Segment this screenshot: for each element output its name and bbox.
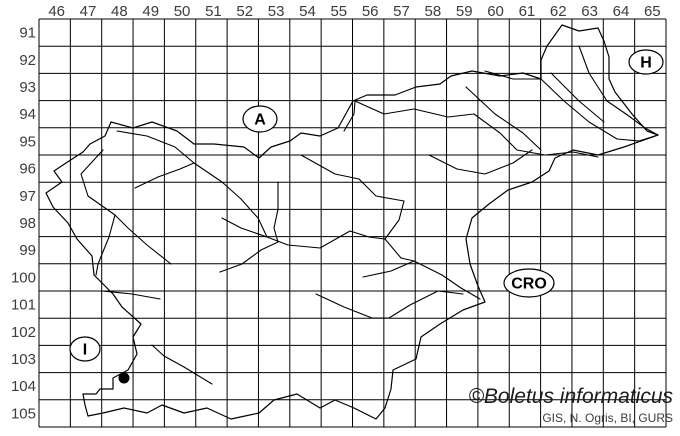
country-label-h: H [628,49,664,75]
grid-row-label: 91 [19,25,36,42]
river-network [80,45,659,385]
grid-column-label: 56 [362,3,379,20]
grid-column-label: 61 [519,3,536,20]
river-meza [343,100,356,132]
grid-row-label: 93 [19,79,36,96]
river-sora [221,217,268,238]
river-sava-bohinjka [134,162,195,189]
slovenia-border [45,24,659,420]
grid-column-label: 58 [425,3,442,20]
country-code-text: I [83,342,87,359]
grid-row-label: 92 [19,52,36,69]
grid-row-labels: 91 92 93 94 95 96 97 98 99 100 101 102 103 104 105 [11,25,36,423]
country-code-text: CRO [511,276,547,293]
grid-row-label: 99 [19,242,36,259]
grid-column-label: 50 [174,3,191,20]
river-dravinja [428,149,533,175]
country-label-a: A [242,105,278,133]
country-border [45,24,659,420]
grid-row-label: 100 [11,269,36,286]
grid-row-label: 103 [11,351,36,368]
grid-column-label: 47 [80,3,97,20]
grid-column-label: 46 [48,3,65,20]
river-scavnica [550,72,605,123]
grid-row-label: 98 [19,215,36,232]
grid-column-label: 59 [456,3,473,20]
record-markers [118,372,130,384]
grid-column-label: 51 [205,3,222,20]
grid-column-label: 60 [487,3,504,20]
country-label-cro: CRO [503,268,555,298]
neighbor-country-labels: A H CRO I [69,49,664,362]
river-krka [315,290,464,319]
river-sava-dolinka [116,130,195,164]
grid-row-label: 101 [11,297,36,314]
river-reka [151,344,213,385]
grid-column-label: 54 [299,3,316,20]
grid-row-label: 96 [19,161,36,178]
river-mura [484,70,659,142]
country-code-text: H [640,55,652,72]
grid-column-label: 49 [142,3,159,20]
grid-row-label: 102 [11,324,36,341]
grid-row-label: 104 [11,378,36,395]
grid-column-label: 63 [581,3,598,20]
grid-column-label: 55 [330,3,347,20]
river-savinja [300,154,405,240]
country-code-text: A [254,112,266,129]
grid-row-label: 95 [19,133,36,150]
country-ellipse [242,105,278,133]
country-label-i: I [69,336,101,362]
country-ellipse [69,336,101,362]
river-vipava [101,290,161,300]
river-kamniska-bistrica [273,181,279,243]
river-mirna [362,260,415,278]
data-source-attribution: GIS, N. Ogris, BI, GURS [542,411,673,425]
grid-column-label: 64 [613,3,630,20]
grid-column-label: 53 [268,3,285,20]
grid-column-label: 57 [393,3,410,20]
grid-row-label: 94 [19,106,36,123]
record-dot-48/104 [118,372,130,384]
grid-column-label: 52 [236,3,253,20]
grid-column-labels: 46 47 48 49 50 51 52 53 54 55 56 57 58 59 60 61 62 63 64 65 [48,3,660,20]
river-idrijca [114,214,172,265]
grid-row-label: 97 [19,188,36,205]
country-ellipse [503,268,555,298]
country-ellipse [628,49,664,75]
grid-column-label: 62 [550,3,567,20]
grid-lines [38,18,667,428]
grid-column-label: 65 [644,3,661,20]
copyright-watermark: ©Boletus informaticus [468,385,673,408]
river-ledava [578,45,659,136]
grid-row-label: 105 [11,405,36,422]
grid-column-label: 48 [111,3,128,20]
river-drava [354,100,599,158]
river-pesnica [465,86,542,151]
river-sava [193,162,481,300]
river-ljubljanica [219,241,279,273]
river-soca [80,149,116,276]
